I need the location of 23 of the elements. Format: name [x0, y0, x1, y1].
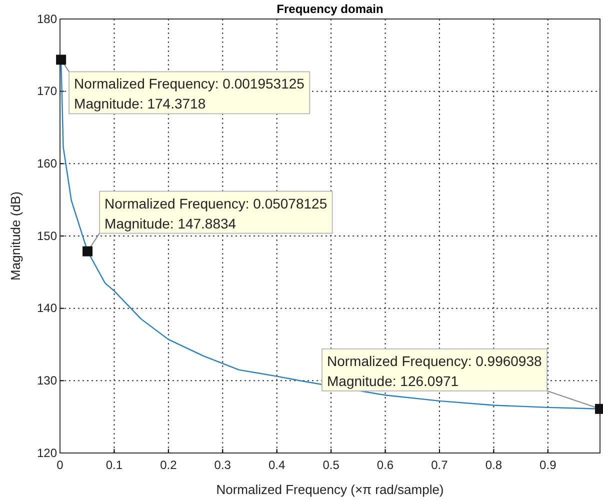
- x-tick-label: 0.4: [268, 458, 286, 472]
- y-tick-label: 120: [36, 446, 58, 460]
- x-tick-label: 0.3: [214, 458, 232, 472]
- x-tick-label: 0.5: [322, 458, 340, 472]
- y-tick-label: 150: [36, 228, 58, 243]
- x-tick-label: 0.1: [106, 458, 123, 472]
- annotation: Normalized Frequency: 0.05078125 Magnitude: 147.8834: [104, 195, 328, 232]
- y-tick-label: 140: [36, 301, 58, 316]
- x-tick-label: 0.6: [376, 458, 394, 472]
- y-tick-label: 130: [36, 374, 58, 388]
- x-tick-label: 0: [56, 458, 64, 472]
- y-tick-label: 170: [36, 84, 58, 98]
- x-tick-label: 0.2: [160, 458, 178, 472]
- x-tick-label: 0.8: [485, 458, 502, 472]
- chart-title: Frequency domain: [276, 2, 384, 16]
- y-tick-label: 160: [36, 156, 58, 171]
- y-tick-label: 180: [36, 12, 58, 26]
- y-axis-title: Magnitude (dB): [8, 192, 23, 280]
- x-tick-label: 0.7: [431, 458, 448, 472]
- x-axis-title: Normalized Frequency (×π rad/sample): [216, 482, 444, 497]
- x-tick-label: 0.9: [540, 458, 557, 472]
- annotation: Normalized Frequency: 0.9960938 Magnitude: 126.0971: [327, 352, 542, 389]
- annotation: Normalized Frequency: 0.001953125 Magnitude: 174.3718: [74, 76, 305, 112]
